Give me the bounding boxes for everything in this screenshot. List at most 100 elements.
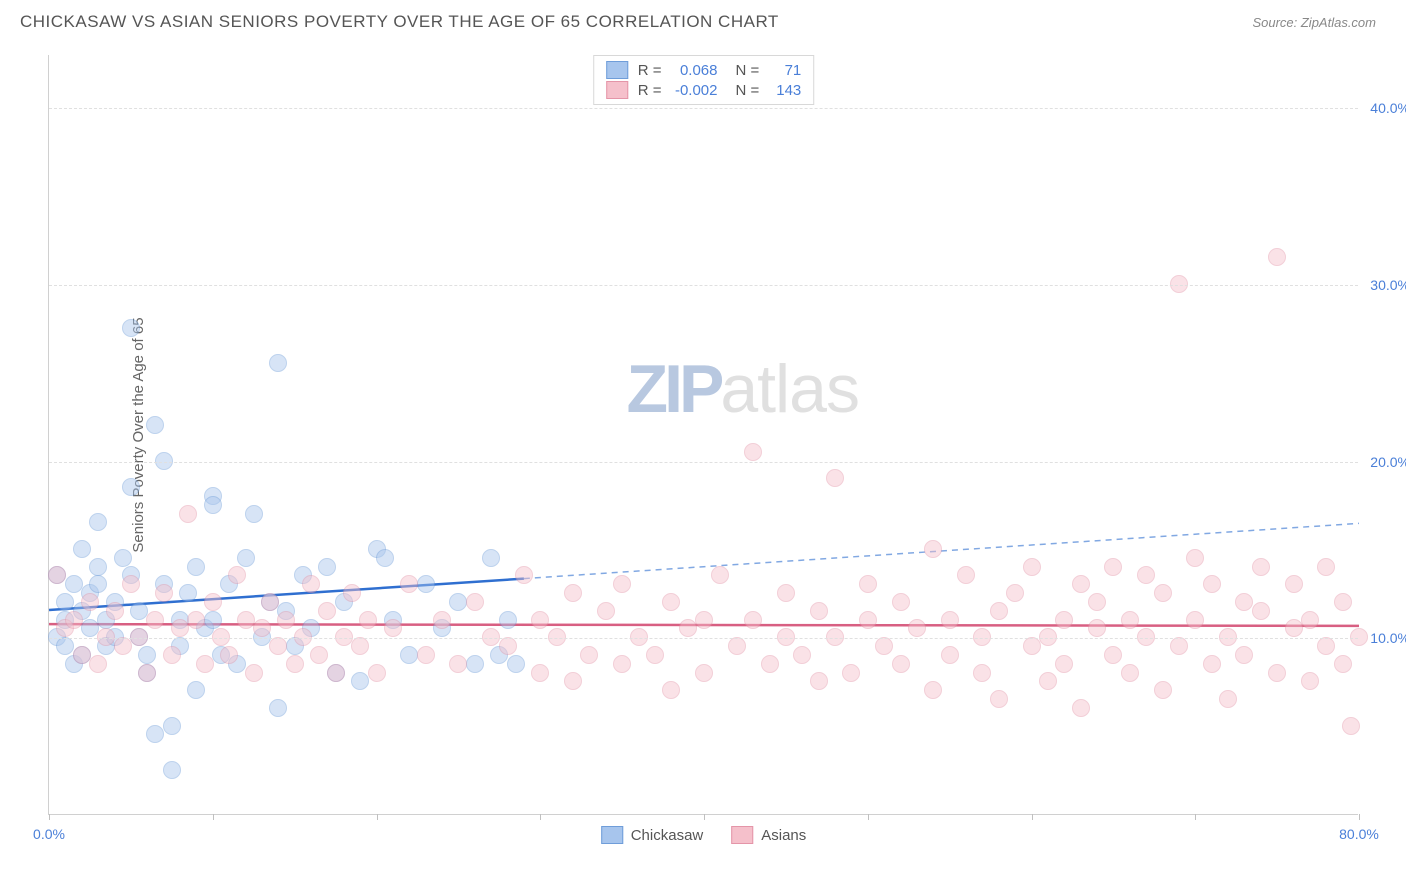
data-point (1342, 717, 1360, 735)
data-point (597, 602, 615, 620)
data-point (499, 637, 517, 655)
data-point (1055, 655, 1073, 673)
x-tick (213, 814, 214, 820)
x-tick (1359, 814, 1360, 820)
data-point (1137, 566, 1155, 584)
data-point (89, 558, 107, 576)
x-tick (868, 814, 869, 820)
gridline (49, 285, 1358, 286)
data-point (990, 690, 1008, 708)
data-point (810, 602, 828, 620)
data-point (1055, 611, 1073, 629)
y-axis-label: Seniors Poverty Over the Age of 65 (130, 317, 147, 552)
n-label: N = (736, 82, 760, 99)
legend-item: Asians (731, 826, 806, 844)
data-point (842, 664, 860, 682)
legend-swatch (606, 61, 628, 79)
data-point (417, 575, 435, 593)
data-point (859, 611, 877, 629)
legend-swatch (731, 826, 753, 844)
data-point (81, 593, 99, 611)
data-point (163, 646, 181, 664)
data-point (384, 619, 402, 637)
data-point (327, 664, 345, 682)
data-point (343, 584, 361, 602)
data-point (204, 593, 222, 611)
data-point (531, 611, 549, 629)
data-point (269, 354, 287, 372)
data-point (449, 655, 467, 673)
data-point (990, 602, 1008, 620)
data-point (253, 619, 271, 637)
trend-lines (49, 55, 1358, 814)
data-point (507, 655, 525, 673)
data-point (245, 505, 263, 523)
data-point (695, 664, 713, 682)
data-point (146, 725, 164, 743)
legend-label: Chickasaw (631, 827, 704, 844)
data-point (261, 593, 279, 611)
data-point (417, 646, 435, 664)
data-point (1154, 681, 1172, 699)
data-point (564, 672, 582, 690)
data-point (138, 664, 156, 682)
data-point (1285, 619, 1303, 637)
data-point (1317, 637, 1335, 655)
gridline (49, 462, 1358, 463)
data-point (368, 664, 386, 682)
data-point (1104, 646, 1122, 664)
data-point (81, 619, 99, 637)
data-point (65, 611, 83, 629)
data-point (1252, 558, 1270, 576)
data-point (449, 593, 467, 611)
data-point (1203, 575, 1221, 593)
data-point (286, 655, 304, 673)
n-label: N = (736, 62, 760, 79)
data-point (130, 602, 148, 620)
data-point (146, 416, 164, 434)
data-point (204, 496, 222, 514)
x-tick (540, 814, 541, 820)
y-tick-label: 20.0% (1370, 454, 1406, 470)
data-point (359, 611, 377, 629)
x-tick-label: 0.0% (33, 826, 65, 842)
data-point (826, 469, 844, 487)
data-point (1039, 672, 1057, 690)
data-point (114, 637, 132, 655)
x-tick (704, 814, 705, 820)
data-point (89, 575, 107, 593)
data-point (793, 646, 811, 664)
y-tick-label: 30.0% (1370, 277, 1406, 293)
data-point (65, 575, 83, 593)
data-point (187, 611, 205, 629)
data-point (400, 646, 418, 664)
data-point (1006, 584, 1024, 602)
data-point (1186, 549, 1204, 567)
data-point (179, 505, 197, 523)
data-point (237, 611, 255, 629)
data-point (73, 646, 91, 664)
x-tick (1032, 814, 1033, 820)
data-point (744, 611, 762, 629)
data-point (269, 699, 287, 717)
data-point (1219, 690, 1237, 708)
data-point (196, 655, 214, 673)
data-point (171, 619, 189, 637)
data-point (744, 443, 762, 461)
data-point (957, 566, 975, 584)
n-value: 143 (765, 82, 801, 99)
data-point (56, 637, 74, 655)
data-point (351, 672, 369, 690)
data-point (1235, 646, 1253, 664)
data-point (187, 681, 205, 699)
data-point (1334, 655, 1352, 673)
data-point (1023, 558, 1041, 576)
data-point (122, 575, 140, 593)
x-tick (49, 814, 50, 820)
data-point (580, 646, 598, 664)
data-point (1252, 602, 1270, 620)
data-point (89, 655, 107, 673)
data-point (269, 637, 287, 655)
data-point (875, 637, 893, 655)
gridline (49, 108, 1358, 109)
